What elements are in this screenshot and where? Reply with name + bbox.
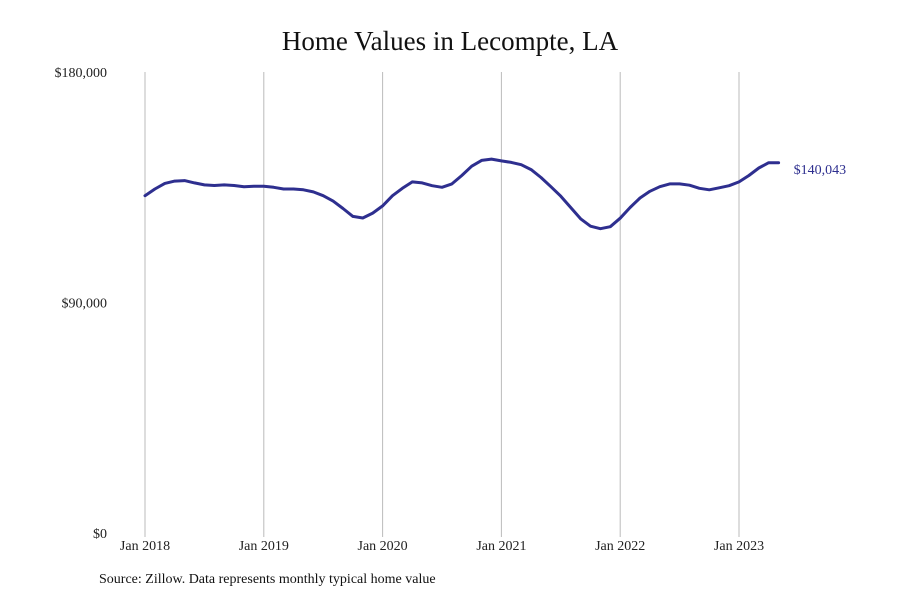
series-group: [143, 157, 781, 231]
data-point: [529, 168, 533, 171]
data-point: [767, 161, 770, 164]
data-point: [727, 184, 731, 187]
data-point: [688, 184, 691, 187]
data-point: [747, 174, 751, 177]
end-value-label-group: $140,043: [794, 163, 847, 178]
data-point: [698, 187, 701, 190]
data-point: [569, 206, 572, 209]
data-point: [351, 215, 355, 218]
data-point: [252, 185, 256, 188]
y-tick-label: $0: [93, 527, 107, 542]
data-point: [737, 180, 741, 184]
data-point: [213, 184, 216, 187]
data-point: [341, 207, 345, 210]
data-point: [450, 182, 454, 186]
data-point: [599, 227, 602, 230]
data-point: [183, 179, 186, 182]
y-axis-ticks: $0 $90,000 $180,000: [55, 66, 108, 542]
x-tick-label: Jan 2021: [476, 539, 526, 554]
series-line: [143, 157, 781, 231]
grid-lines: [144, 72, 740, 537]
x-tick-label: Jan 2018: [120, 539, 170, 554]
data-point: [549, 185, 553, 188]
data-point: [272, 186, 275, 189]
data-point: [163, 182, 166, 185]
x-tick-label: Jan 2023: [714, 539, 764, 554]
data-point: [232, 184, 236, 187]
data-point: [638, 196, 642, 200]
data-point: [718, 186, 721, 189]
data-point: [312, 190, 315, 194]
data-point: [470, 165, 473, 168]
data-point: [520, 163, 523, 166]
x-tick-label: Jan 2019: [239, 539, 289, 554]
data-point: [411, 180, 414, 184]
data-point: [678, 182, 681, 186]
data-point: [282, 187, 285, 191]
chart-title: Home Values in Lecompte, LA: [281, 26, 619, 56]
source-note: Source: Zillow. Data represents monthly …: [99, 572, 436, 587]
data-point: [619, 217, 622, 220]
data-point: [668, 182, 671, 186]
data-point: [757, 166, 760, 170]
data-point: [361, 216, 364, 220]
data-point: [500, 159, 503, 163]
data-point: [391, 194, 394, 197]
data-point: [430, 184, 434, 187]
data-point: [322, 194, 325, 197]
data-point: [292, 187, 295, 191]
data-point: [658, 185, 661, 188]
data-point: [143, 194, 147, 197]
data-point: [559, 195, 562, 198]
data-point: [262, 185, 265, 188]
data-point: [153, 187, 157, 191]
data-point: [777, 161, 780, 164]
data-point: [371, 211, 374, 215]
data-point: [460, 174, 463, 177]
x-tick-label: Jan 2020: [358, 539, 408, 554]
data-point: [203, 183, 206, 187]
y-tick-label: $180,000: [55, 66, 108, 81]
data-point: [331, 199, 335, 203]
y-tick-label: $90,000: [62, 297, 108, 312]
data-point: [708, 188, 711, 192]
data-point: [628, 206, 632, 209]
data-point: [579, 217, 582, 220]
data-point: [440, 186, 444, 189]
x-axis-ticks: Jan 2018 Jan 2019 Jan 2020 Jan 2021 Jan 2022…: [120, 539, 764, 554]
data-point: [609, 225, 612, 228]
data-point: [421, 181, 424, 185]
data-point: [223, 183, 226, 187]
data-point: [401, 187, 404, 190]
data-point: [173, 179, 176, 183]
data-point: [490, 157, 493, 161]
data-point: [242, 185, 246, 188]
data-point: [648, 190, 652, 193]
data-point: [480, 159, 483, 162]
data-point: [193, 181, 196, 185]
data-point: [302, 188, 305, 192]
data-point: [539, 176, 543, 179]
data-point: [589, 224, 592, 228]
data-point: [381, 204, 384, 208]
data-point: [510, 161, 513, 164]
x-tick-label: Jan 2022: [595, 539, 645, 554]
end-value-label: $140,043: [794, 163, 847, 178]
